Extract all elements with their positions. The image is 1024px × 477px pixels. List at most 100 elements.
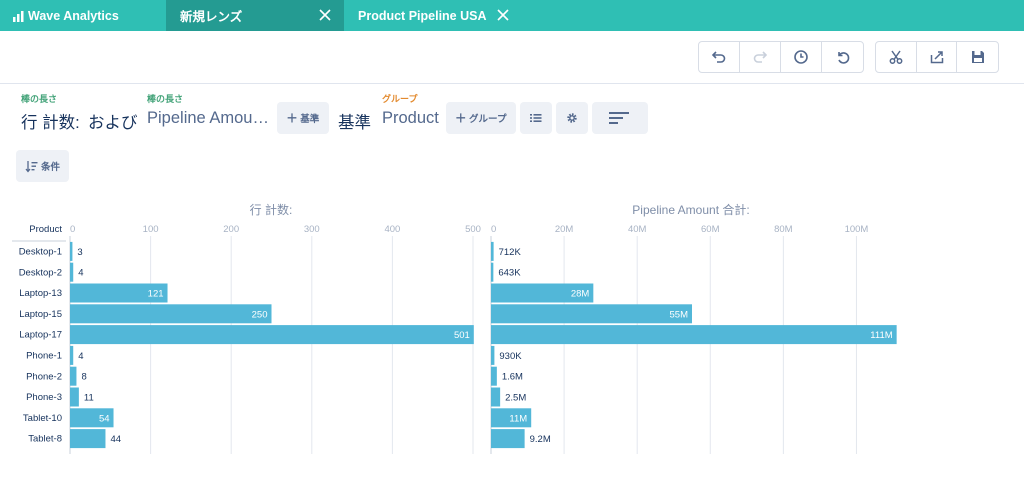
data-label: 111M [870,330,892,341]
data-label: 501 [454,330,470,341]
data-label: 44 [110,434,121,445]
data-label: 930K [499,351,522,362]
group-value[interactable]: Product [382,109,439,127]
history-toolbar [698,41,864,73]
data-label: 121 [148,289,164,300]
filter-button[interactable]: 条件 [16,150,69,182]
data-label: 54 [99,413,110,424]
plus-icon: + [455,108,467,128]
category-label: Tablet-10 [23,413,62,424]
history-icon [794,50,808,64]
bar [70,387,79,407]
save-icon [971,51,984,63]
bar [491,366,497,386]
tick-label: 0 [491,224,496,235]
category-label: Laptop-15 [19,309,62,320]
tick-label: 200 [223,224,239,235]
filter-label: 条件 [40,162,60,173]
data-label: 643K [498,268,521,279]
category-label: Desktop-2 [19,267,62,278]
category-label: Phone-2 [26,371,62,382]
measure-2-caption: 棒の長さ [147,94,184,104]
tick-label: 20M [555,224,574,235]
data-label: 11 [84,393,94,404]
bar [70,366,77,386]
settings-button[interactable] [556,102,588,134]
measure-1-value[interactable]: 行 計数: [21,114,80,132]
measure-1-caption: 棒の長さ [21,94,58,104]
data-label: 712K [499,247,522,258]
category-header: Product [29,224,62,235]
tick-label: 60M [701,224,720,235]
axis-title: 行 計数: [250,202,293,217]
tick-label: 100 [143,224,159,235]
category-label: Laptop-13 [19,288,62,299]
history-button[interactable] [781,42,822,72]
data-label: 55M [670,309,689,320]
tab-new-lens[interactable]: 新規レンズ [166,0,344,31]
data-label: 4 [78,351,83,362]
data-label: 8 [81,372,86,383]
reset-button[interactable] [822,42,863,72]
bar [491,241,494,261]
add-measure-label: 基準 [300,114,320,125]
tick-label: 40M [628,224,647,235]
bar [70,345,74,365]
chart-type-button[interactable] [592,102,648,134]
data-label: 11M [509,413,527,424]
axis-title: Pipeline Amount 合計: [632,202,749,217]
add-measure-button[interactable]: + 基準 [277,102,329,134]
tick-label: 0 [70,224,75,235]
plus-icon: + [286,108,298,128]
actions-toolbar [875,41,999,73]
tick-label: 100M [845,224,869,235]
group-caption: グループ [382,94,418,104]
tick-label: 400 [384,224,400,235]
bar [491,325,897,345]
data-label: 1.6M [502,372,523,383]
list-icon [530,114,542,122]
tab-bar: Wave Analytics 新規レンズ Product Pipeline US… [0,0,1024,31]
category-label: Laptop-17 [19,330,62,341]
measure-2-value[interactable]: Pipeline Amou… [147,109,269,127]
bar [70,408,114,428]
share-icon [930,51,943,64]
tab-product-pipeline[interactable]: Product Pipeline USA [344,0,522,31]
add-group-button[interactable]: + グループ [446,102,516,134]
data-label: 9.2M [530,434,551,445]
save-button[interactable] [957,42,998,72]
redo-button[interactable] [740,42,781,72]
data-label: 28M [571,289,590,300]
bar [491,345,495,365]
close-icon[interactable] [496,8,510,22]
category-label: Desktop-1 [19,247,62,258]
data-label: 2.5M [505,393,526,404]
and-text: および [88,114,138,132]
list-view-button[interactable] [520,102,552,134]
close-icon[interactable] [318,8,332,22]
share-button[interactable] [917,42,958,72]
data-label: 3 [77,247,82,258]
bar [70,241,73,261]
tick-label: 300 [304,224,320,235]
bar [491,387,501,407]
category-label: Tablet-8 [28,434,62,445]
clip-button[interactable] [876,42,917,72]
undo-icon [711,51,726,63]
data-label: 250 [252,309,268,320]
filter-icon [25,160,38,173]
gear-icon [567,113,577,123]
divider [0,83,1024,84]
bar [491,304,692,324]
category-label: Phone-1 [26,351,62,362]
by-text: 基準 [338,114,371,132]
undo-button[interactable] [699,42,740,72]
bar [70,325,474,345]
tick-label: 80M [774,224,793,235]
bar [70,429,106,449]
data-label: 4 [78,268,83,279]
add-group-label: グループ [469,114,507,125]
tab-wave-analytics[interactable]: Wave Analytics [0,0,166,31]
bar [70,304,272,324]
bar [491,408,532,428]
